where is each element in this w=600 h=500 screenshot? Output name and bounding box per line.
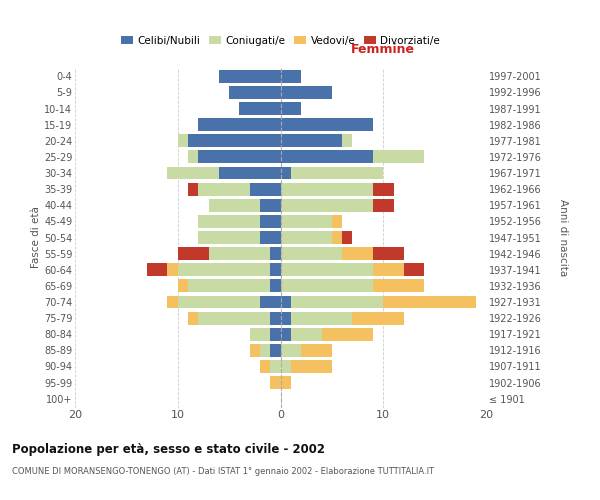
Bar (260, 199, 281, 211)
Bar (260, 360, 270, 373)
Bar (373, 280, 424, 292)
Text: Popolazione per età, sesso e stato civile - 2002: Popolazione per età, sesso e stato civil… (12, 442, 325, 456)
Bar (281, 264, 373, 276)
Bar (281, 312, 291, 324)
Bar (342, 247, 373, 260)
Bar (270, 360, 281, 373)
Y-axis label: Anni di nascita: Anni di nascita (559, 199, 568, 276)
Bar (198, 231, 260, 244)
Text: Femmine: Femmine (351, 42, 415, 56)
Bar (188, 150, 198, 164)
Bar (281, 86, 332, 99)
Bar (270, 264, 281, 276)
Bar (219, 166, 281, 179)
Legend: Celibi/Nubili, Coniugati/e, Vedovi/e, Divorziati/e: Celibi/Nubili, Coniugati/e, Vedovi/e, Di… (119, 34, 442, 48)
Bar (281, 360, 291, 373)
Bar (270, 376, 281, 389)
Bar (198, 215, 260, 228)
Bar (281, 344, 301, 356)
Bar (281, 296, 291, 308)
Bar (178, 134, 188, 147)
Bar (281, 150, 373, 164)
Bar (281, 134, 342, 147)
Bar (281, 118, 373, 131)
Bar (178, 247, 209, 260)
Bar (147, 264, 167, 276)
Bar (281, 328, 291, 340)
Bar (270, 344, 281, 356)
Bar (198, 182, 250, 196)
Bar (199, 312, 270, 324)
Bar (250, 328, 270, 340)
Bar (188, 312, 198, 324)
Bar (373, 199, 394, 211)
Bar (167, 166, 219, 179)
Bar (188, 280, 270, 292)
Bar (281, 182, 373, 196)
Bar (281, 166, 291, 179)
Bar (270, 328, 281, 340)
Bar (383, 296, 476, 308)
Bar (404, 264, 424, 276)
Bar (301, 344, 332, 356)
Bar (373, 264, 404, 276)
Bar (291, 296, 383, 308)
Bar (188, 134, 281, 147)
Bar (209, 199, 260, 211)
Bar (332, 231, 342, 244)
Bar (281, 215, 332, 228)
Bar (250, 182, 281, 196)
Bar (270, 280, 281, 292)
Bar (281, 231, 332, 244)
Bar (281, 102, 301, 115)
Bar (291, 166, 383, 179)
Bar (373, 182, 394, 196)
Bar (281, 376, 291, 389)
Bar (270, 247, 281, 260)
Bar (260, 231, 281, 244)
Bar (198, 150, 281, 164)
Bar (281, 247, 342, 260)
Bar (322, 328, 373, 340)
Bar (167, 296, 178, 308)
Bar (260, 296, 281, 308)
Bar (188, 182, 198, 196)
Bar (332, 215, 342, 228)
Bar (167, 264, 178, 276)
Bar (178, 296, 260, 308)
Bar (229, 86, 281, 99)
Bar (281, 70, 301, 83)
Bar (239, 102, 281, 115)
Bar (342, 134, 352, 147)
Bar (260, 344, 270, 356)
Bar (352, 312, 404, 324)
Bar (291, 360, 332, 373)
Bar (209, 247, 270, 260)
Text: COMUNE DI MORANSENGO-TONENGO (AT) - Dati ISTAT 1° gennaio 2002 - Elaborazione TU: COMUNE DI MORANSENGO-TONENGO (AT) - Dati… (12, 468, 434, 476)
Bar (373, 150, 424, 164)
Bar (281, 199, 373, 211)
Bar (342, 231, 352, 244)
Bar (198, 118, 281, 131)
Bar (178, 264, 270, 276)
Bar (219, 70, 281, 83)
Bar (281, 280, 373, 292)
Bar (178, 280, 188, 292)
Y-axis label: Fasce di età: Fasce di età (31, 206, 41, 268)
Bar (260, 215, 281, 228)
Bar (270, 312, 281, 324)
Bar (291, 328, 322, 340)
Bar (373, 247, 404, 260)
Bar (250, 344, 260, 356)
Bar (291, 312, 352, 324)
